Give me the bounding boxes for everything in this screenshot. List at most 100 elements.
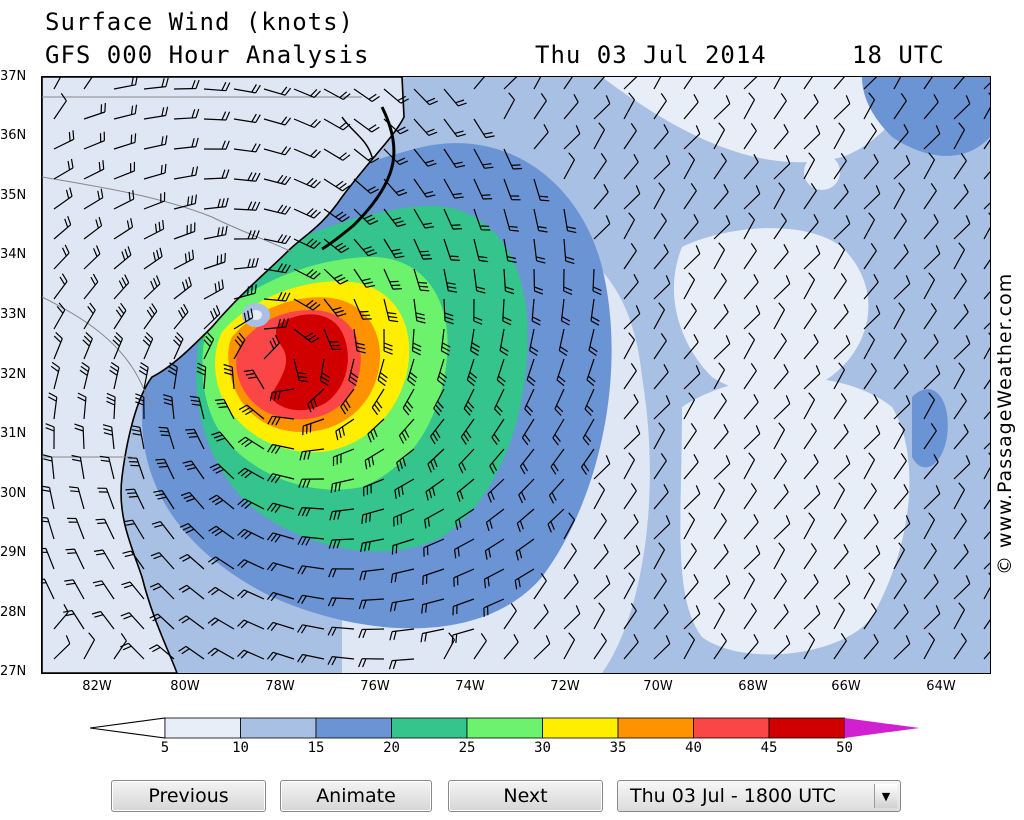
wind-barb [407, 358, 418, 387]
wind-barb [453, 568, 475, 587]
wind-barb [443, 178, 464, 199]
wind-barb [353, 118, 380, 133]
wind-barb [803, 214, 819, 240]
wind-barb [773, 333, 787, 360]
wind-barb [473, 238, 489, 263]
wind-barb [593, 153, 607, 180]
wind-barb [299, 448, 325, 461]
wind-barb [893, 124, 909, 150]
wind-barb [953, 602, 966, 630]
legend-bar: 5 10 15 20 25 30 35 40 45 50 [89, 717, 920, 756]
wind-barb [489, 448, 505, 474]
wind-barb [683, 632, 696, 660]
wind-barb [173, 303, 189, 330]
wind-barb [893, 333, 907, 360]
wind-barb [833, 184, 849, 210]
wind-barb [267, 473, 295, 484]
wind-barb [74, 423, 85, 450]
wind-barb [653, 93, 667, 120]
wind-barb [516, 508, 535, 532]
lon-label: 82W [82, 679, 112, 694]
wind-barb [683, 152, 696, 180]
wind-barb [833, 153, 847, 180]
legend-tick-label: 50 [836, 740, 853, 756]
wind-barb [383, 238, 405, 259]
time-select[interactable]: Thu 03 Jul - 1800 UTC ▼ [617, 780, 901, 812]
wind-barb [803, 485, 821, 510]
wind-barb [743, 154, 759, 180]
wind-barb [803, 392, 816, 420]
wind-barb [263, 116, 292, 126]
wind-barb [353, 328, 366, 354]
wind-barb [42, 485, 55, 510]
wind-barb [53, 158, 74, 180]
wind-barb [233, 284, 257, 300]
wind-barb [593, 95, 611, 120]
wind-barb [113, 161, 135, 180]
wind-barb [389, 628, 415, 641]
wind-barb [436, 358, 448, 387]
wind-barb [125, 488, 145, 510]
wind-barb [713, 602, 726, 630]
wind-barb [923, 77, 933, 90]
wind-barb [773, 542, 786, 570]
wind-barb [233, 84, 261, 94]
wind-barb [683, 125, 701, 150]
wind-barb [83, 160, 105, 180]
wind-barb [803, 183, 817, 210]
wind-barb [653, 422, 666, 450]
wind-barb [893, 93, 907, 120]
wind-barb [83, 131, 105, 150]
wind-barb [149, 582, 175, 600]
wind-barb [93, 549, 115, 570]
lat-label: 35N [0, 188, 27, 203]
wind-barb [135, 393, 145, 420]
animate-button[interactable]: Animate [280, 780, 432, 812]
wind-barb [398, 418, 415, 444]
previous-button[interactable]: Previous [111, 780, 266, 812]
wind-barb [773, 275, 791, 300]
wind-barb [863, 425, 881, 450]
wind-barb [120, 612, 145, 630]
wind-barb [953, 215, 971, 240]
wind-barb [593, 575, 611, 600]
wind-barb [773, 77, 782, 90]
wind-barb [455, 508, 475, 531]
wind-barb [233, 230, 260, 240]
wind-barb [953, 513, 967, 540]
wind-barb [388, 658, 415, 670]
wind-barb [743, 305, 761, 330]
next-button[interactable]: Next [448, 780, 603, 812]
wind-barb [266, 591, 295, 602]
chevron-down-icon[interactable]: ▼ [874, 784, 897, 808]
wind-barb [773, 93, 787, 120]
wind-barb [593, 122, 606, 150]
wind-barb [743, 603, 757, 630]
wind-barb [773, 484, 789, 510]
wind-barb [297, 594, 325, 605]
wind-barb [953, 122, 966, 150]
wind-barb [923, 272, 936, 300]
map-time: 18 UTC [852, 41, 945, 69]
wind-barb [323, 118, 351, 131]
wind-barb [653, 515, 671, 540]
wind-barb [773, 515, 791, 540]
wind-barb [983, 410, 990, 420]
wind-barb [584, 388, 595, 416]
wind-barb [214, 398, 235, 420]
wind-barb [550, 448, 565, 475]
wind-barb [863, 514, 879, 540]
wind-barb [420, 628, 445, 643]
wind-barb [203, 197, 229, 210]
wind-barb [302, 418, 325, 436]
wind-barb [803, 543, 817, 570]
wind-barb [83, 302, 96, 330]
wind-barb [433, 388, 445, 416]
wind-barb [623, 305, 641, 330]
wind-barb [466, 358, 478, 387]
wind-barb [863, 77, 878, 90]
wind-barb [983, 562, 990, 570]
wind-barb [552, 418, 565, 446]
wind-barb [953, 273, 967, 300]
wind-barb [863, 363, 877, 390]
